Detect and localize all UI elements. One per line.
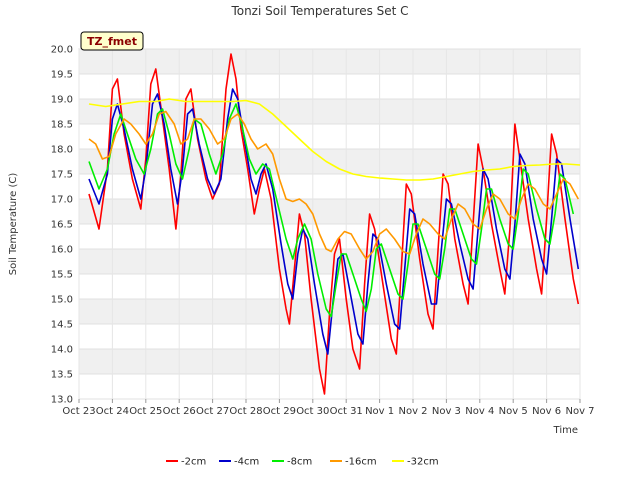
tz-fmet-badge: TZ_fmet: [80, 31, 144, 51]
background-band: [79, 49, 580, 74]
legend-item: -4cm: [219, 457, 259, 468]
y-tick-label: 16.5: [51, 220, 73, 231]
x-tick-label: Oct 30: [296, 406, 329, 417]
y-tick-label: 19.5: [51, 70, 73, 81]
background-band: [79, 349, 580, 374]
badge-label: TZ_fmet: [87, 35, 137, 48]
x-tick-label: Oct 24: [96, 406, 129, 417]
legend: -2cm -4cm -8cm -16cm -32cm: [166, 457, 439, 468]
legend-label: -8cm: [287, 457, 312, 468]
x-tick-label: Oct 23: [62, 406, 95, 417]
x-tick-label: Nov 4: [465, 406, 494, 417]
y-axis-label: Soil Temperature (C): [8, 173, 19, 276]
legend-label: -16cm: [345, 457, 377, 468]
series-line-neg8cm: [88, 103, 575, 318]
plot-background-bands: [79, 49, 580, 399]
legend-label: -2cm: [181, 457, 206, 468]
x-tick-label: Oct 31: [330, 406, 363, 417]
x-axis-ticks: Oct 23 Oct 24 Oct 25 Oct 26 Oct 27 Oct 28 Oct …: [62, 399, 595, 417]
x-tick-label: Nov 1: [365, 406, 394, 417]
series-line-neg2cm: [88, 53, 580, 395]
y-axis-ticks: 13.0 13.5 14.0 14.5 15.0 15.5 16.0 16.5 17.0 17.5…: [51, 45, 73, 406]
x-tick-label: Oct 25: [129, 406, 162, 417]
x-axis-label: Time: [553, 425, 578, 436]
legend-label: -4cm: [234, 457, 259, 468]
background-band: [79, 274, 580, 299]
y-tick-label: 14.0: [51, 345, 73, 356]
background-band: [79, 199, 580, 224]
x-tick-label: Nov 6: [532, 406, 561, 417]
y-tick-label: 14.5: [51, 320, 73, 331]
background-band: [79, 99, 580, 124]
y-tick-label: 13.5: [51, 370, 73, 381]
series-line-neg4cm: [88, 88, 580, 355]
x-tick-label: Nov 3: [432, 406, 461, 417]
y-tick-label: 15.0: [51, 295, 73, 306]
y-tick-label: 16.0: [51, 245, 73, 256]
y-tick-label: 19.0: [51, 95, 73, 106]
y-tick-label: 15.5: [51, 270, 73, 281]
x-tick-label: Oct 27: [196, 406, 229, 417]
y-tick-label: 17.5: [51, 170, 73, 181]
x-tick-label: Oct 26: [163, 406, 196, 417]
background-band: [79, 124, 580, 149]
y-tick-label: 17.0: [51, 195, 73, 206]
x-tick-label: Oct 29: [263, 406, 296, 417]
background-band: [79, 149, 580, 174]
background-band: [79, 374, 580, 399]
series-line-neg16cm: [88, 110, 579, 260]
background-band: [79, 174, 580, 199]
series-line-neg32cm: [88, 98, 581, 181]
y-tick-label: 18.5: [51, 120, 73, 131]
y-tick-label: 13.0: [51, 395, 73, 406]
x-tick-label: Oct 28: [229, 406, 262, 417]
y-tick-label: 20.0: [51, 45, 73, 56]
background-band: [79, 74, 580, 99]
legend-item: -16cm: [330, 457, 377, 468]
data-series: [88, 53, 581, 395]
legend-item: -32cm: [392, 457, 439, 468]
chart-title: Tonzi Soil Temperatures Set C: [230, 4, 408, 18]
y-tick-label: 18.0: [51, 145, 73, 156]
x-tick-label: Nov 2: [398, 406, 427, 417]
x-tick-label: Nov 7: [565, 406, 594, 417]
legend-label: -32cm: [407, 457, 439, 468]
legend-item: -8cm: [272, 457, 312, 468]
legend-item: -2cm: [166, 457, 206, 468]
x-tick-label: Nov 5: [499, 406, 528, 417]
